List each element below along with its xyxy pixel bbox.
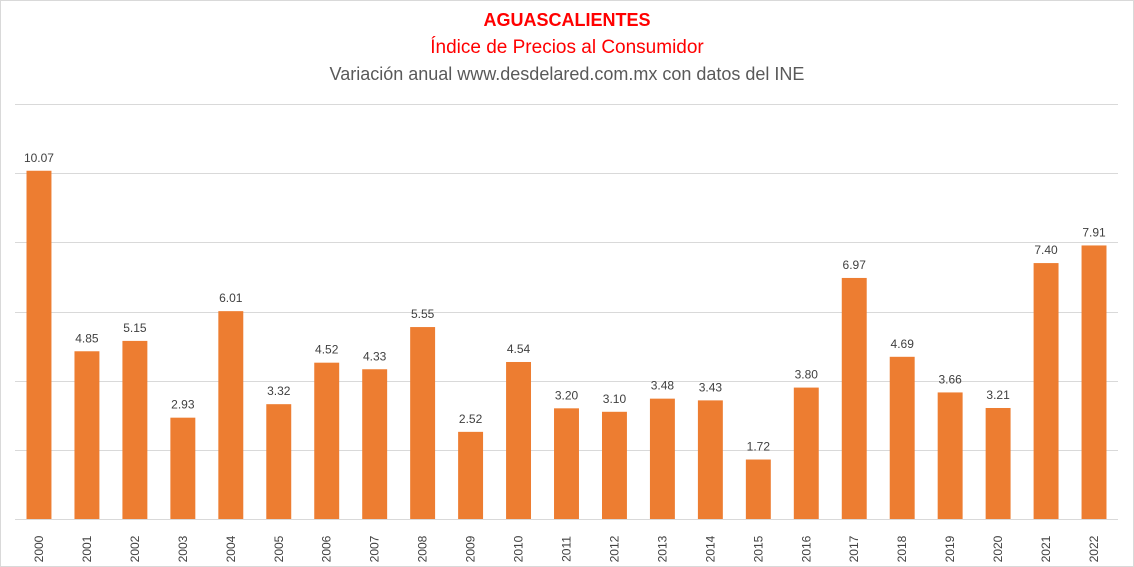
- data-label: 2.93: [171, 398, 195, 412]
- x-tick-label: 2003: [176, 535, 190, 562]
- x-tick-label: 2010: [512, 535, 526, 562]
- bar: [314, 362, 340, 519]
- data-label: 3.32: [267, 384, 291, 398]
- bars: [26, 170, 1107, 519]
- data-label: 4.52: [315, 343, 339, 357]
- x-tick-label: 2016: [799, 535, 813, 562]
- x-tick-label: 2015: [751, 535, 765, 562]
- data-label: 3.10: [603, 392, 627, 406]
- x-tick-label: 2001: [80, 535, 94, 562]
- data-label: 4.69: [891, 337, 915, 351]
- data-label: 5.55: [411, 307, 435, 321]
- bar: [985, 407, 1011, 519]
- bar: [745, 459, 771, 519]
- data-label: 3.20: [555, 388, 579, 402]
- gridlines: [15, 104, 1118, 520]
- data-label: 1.72: [747, 440, 771, 454]
- data-label: 3.21: [986, 388, 1010, 402]
- data-label: 3.48: [651, 379, 675, 393]
- chart-title: AGUASCALIENTES: [483, 10, 651, 30]
- bar: [841, 277, 867, 519]
- x-tick-label: 2002: [128, 535, 142, 562]
- bar: [26, 170, 52, 519]
- data-labels: 10.07 4.85 5.15 2.93 6.01 3.32 4.52 4.33 5.55 2.5…: [24, 151, 1106, 454]
- x-tick-label: 2000: [32, 535, 46, 562]
- data-label: 4.33: [363, 349, 387, 363]
- x-tick-label: 2011: [560, 536, 574, 562]
- bar: [122, 340, 148, 519]
- data-label: 4.54: [507, 342, 531, 356]
- bar: [266, 404, 292, 519]
- data-label: 4.85: [75, 331, 99, 345]
- data-label: 2.52: [459, 412, 483, 426]
- bar: [74, 351, 100, 519]
- bar: [793, 387, 819, 519]
- x-tick-label: 2022: [1087, 535, 1101, 562]
- x-tick-label: 2013: [655, 535, 669, 562]
- bar: [937, 392, 963, 519]
- x-tick-label: 2014: [703, 535, 717, 562]
- bar: [697, 400, 723, 519]
- x-tick-label: 2004: [224, 535, 238, 562]
- data-label: 5.15: [123, 321, 147, 335]
- data-label: 7.40: [1034, 243, 1058, 257]
- data-label: 3.66: [938, 372, 962, 386]
- x-tick-label: 2021: [1039, 535, 1053, 562]
- bar: [889, 356, 915, 519]
- bar: [506, 361, 532, 519]
- bar: [410, 327, 436, 519]
- x-axis-ticks: 2000 2001 2002 2003 2004 2005 2006 2007 2008 2009…: [32, 535, 1101, 562]
- bar: [458, 431, 484, 519]
- bar: [362, 369, 388, 519]
- x-tick-label: 2012: [607, 535, 621, 562]
- data-label: 3.43: [699, 380, 723, 394]
- x-tick-label: 2006: [320, 535, 334, 562]
- chart-subtitle: Índice de Precios al Consumidor: [430, 37, 704, 58]
- data-label: 6.97: [843, 258, 867, 272]
- bar: [218, 311, 244, 519]
- x-tick-label: 2008: [416, 535, 430, 562]
- bar: [601, 411, 627, 519]
- data-label: 6.01: [219, 291, 243, 305]
- bar: [1033, 263, 1059, 519]
- x-tick-label: 2007: [368, 535, 382, 562]
- chart-subtitle-source: Variación anual www.desdelared.com.mx co…: [329, 64, 805, 84]
- x-tick-label: 2019: [943, 535, 957, 562]
- data-label: 10.07: [24, 151, 54, 165]
- x-tick-label: 2009: [464, 535, 478, 562]
- bar: [649, 398, 675, 519]
- x-tick-label: 2020: [991, 535, 1005, 562]
- x-tick-label: 2017: [847, 535, 861, 562]
- bar: [170, 417, 196, 519]
- x-tick-label: 2018: [895, 535, 909, 562]
- bar: [554, 408, 579, 519]
- bar: [1081, 245, 1107, 519]
- data-label: 7.91: [1082, 225, 1106, 239]
- data-label: 3.80: [795, 368, 819, 382]
- x-tick-label: 2005: [272, 535, 286, 562]
